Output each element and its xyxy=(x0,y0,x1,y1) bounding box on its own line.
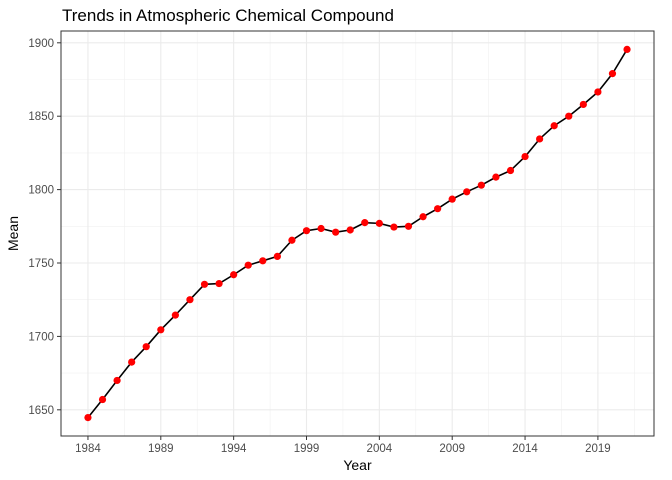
y-tick-label: 1800 xyxy=(28,185,54,197)
data-point xyxy=(434,205,442,213)
y-tick-label: 1700 xyxy=(28,331,54,343)
data-point xyxy=(200,280,209,288)
chart-title: Trends in Atmospheric Chemical Compound xyxy=(62,6,394,25)
y-tick-label: 1900 xyxy=(28,38,54,50)
grid-minor xyxy=(61,31,654,436)
data-point xyxy=(84,413,92,422)
data-point xyxy=(536,135,544,143)
data-point xyxy=(550,122,558,130)
data-point xyxy=(375,219,383,227)
x-axis-ticks: 1984 1989 1994 1999 2004 2009 2014 2019 xyxy=(75,436,611,455)
x-tick-label: 1994 xyxy=(221,443,247,455)
y-axis-ticks: 1650 1700 1750 1800 1850 1900 xyxy=(28,30,655,437)
y-tick-label: 1750 xyxy=(28,258,54,270)
data-point xyxy=(171,311,179,319)
data-point xyxy=(230,271,238,279)
data-point xyxy=(259,257,267,265)
x-axis-title: Year xyxy=(343,457,372,473)
data-point xyxy=(390,223,398,231)
data-point xyxy=(128,358,136,366)
data-point xyxy=(113,376,121,385)
series-layer xyxy=(84,45,631,422)
x-tick-label: 1999 xyxy=(294,443,320,455)
data-point xyxy=(463,188,471,196)
data-point xyxy=(142,343,150,351)
panel-border xyxy=(60,30,655,437)
data-point xyxy=(506,166,515,175)
data-point xyxy=(594,88,602,96)
data-point xyxy=(579,100,587,109)
x-tick-label: 1989 xyxy=(148,443,174,455)
data-point xyxy=(317,224,325,233)
data-point xyxy=(98,395,107,404)
data-point xyxy=(623,45,631,54)
data-point xyxy=(332,228,340,236)
data-point xyxy=(288,236,296,244)
data-point xyxy=(477,181,485,189)
data-point xyxy=(361,219,369,227)
data-point xyxy=(565,112,573,120)
data-point xyxy=(244,261,252,269)
grid-major xyxy=(61,31,654,436)
data-point xyxy=(273,252,281,261)
data-point xyxy=(157,326,165,334)
y-tick-label: 1850 xyxy=(28,111,54,123)
series-line xyxy=(87,48,628,419)
data-point xyxy=(608,70,617,78)
x-tick-label: 2019 xyxy=(585,443,611,455)
data-point xyxy=(419,213,427,221)
x-tick-label: 2004 xyxy=(367,443,393,455)
data-point xyxy=(302,227,311,235)
y-tick-label: 1650 xyxy=(28,405,54,417)
x-tick-label: 2009 xyxy=(439,443,465,455)
x-tick-label: 1984 xyxy=(75,443,101,455)
y-axis-title: Mean xyxy=(5,216,21,251)
data-point xyxy=(404,222,413,230)
data-point xyxy=(521,152,529,161)
data-point xyxy=(215,279,223,288)
x-tick-label: 2014 xyxy=(512,443,538,455)
data-point xyxy=(346,226,354,234)
data-point xyxy=(448,195,456,203)
data-point xyxy=(186,296,194,304)
data-point xyxy=(492,173,500,181)
